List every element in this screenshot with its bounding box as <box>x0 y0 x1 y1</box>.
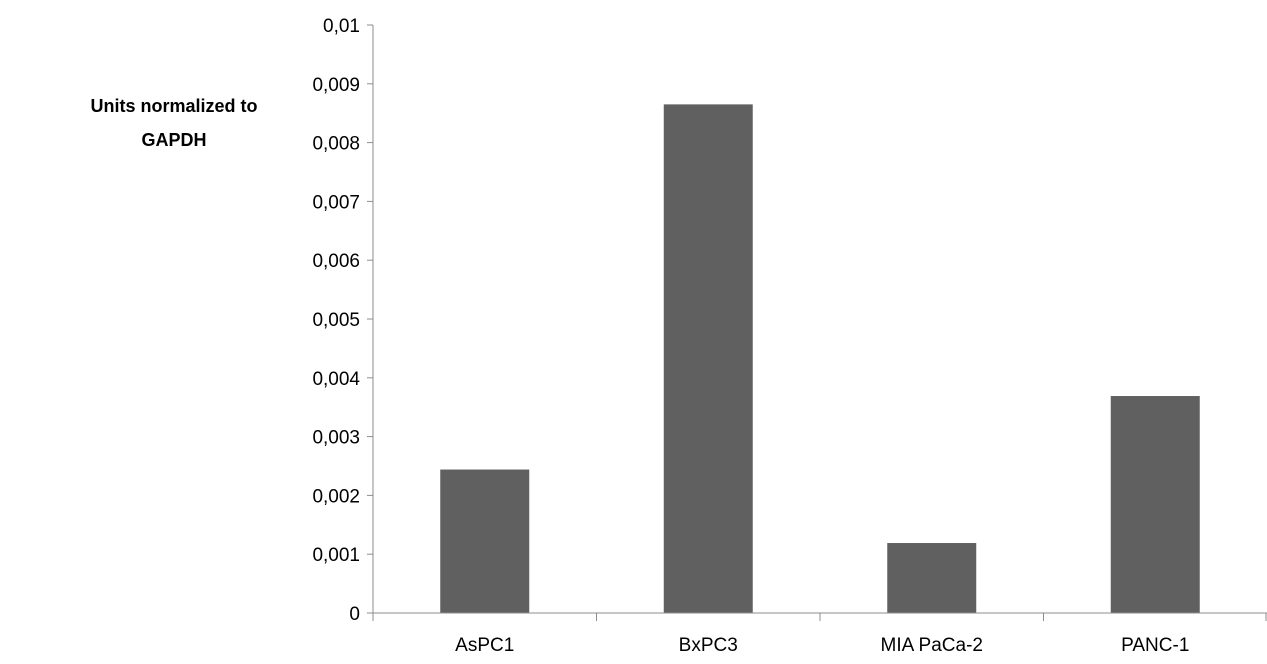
y-tick-label: 0,007 <box>312 192 360 213</box>
bar-panc-1 <box>1111 396 1200 613</box>
bar-mia-paca-2 <box>887 543 976 613</box>
y-tick-label: 0 <box>349 604 360 625</box>
y-tick-label: 0,009 <box>312 75 360 96</box>
y-tick-label: 0,004 <box>312 369 360 390</box>
bar-aspc1 <box>440 470 529 613</box>
y-axis-ticks: 0 0,001 0,002 0,003 0,004 0,005 0,006 0,007 0,00… <box>312 16 373 625</box>
x-category-label: MIA PaCa-2 <box>881 635 983 656</box>
y-tick-label: 0,008 <box>312 134 360 155</box>
bar-bxpc3 <box>664 104 753 613</box>
y-axis-label-line-1: Units normalized to <box>90 96 257 116</box>
y-tick-label: 0,005 <box>312 310 360 331</box>
bars <box>440 104 1200 613</box>
x-category-label: PANC-1 <box>1121 635 1189 656</box>
y-tick-label: 0,001 <box>312 545 360 566</box>
y-tick-label: 0,002 <box>312 486 360 507</box>
y-axis-label: Units normalized to GAPDH <box>90 96 257 150</box>
x-axis-categories: AsPC1 BxPC3 MIA PaCa-2 PANC-1 <box>455 635 1189 656</box>
y-tick-label: 0,01 <box>323 16 360 37</box>
x-category-label: BxPC3 <box>679 635 738 656</box>
y-tick-label: 0,006 <box>312 251 360 272</box>
x-category-label: AsPC1 <box>455 635 514 656</box>
y-tick-label: 0,003 <box>312 428 360 449</box>
y-axis-label-line-2: GAPDH <box>141 130 206 150</box>
